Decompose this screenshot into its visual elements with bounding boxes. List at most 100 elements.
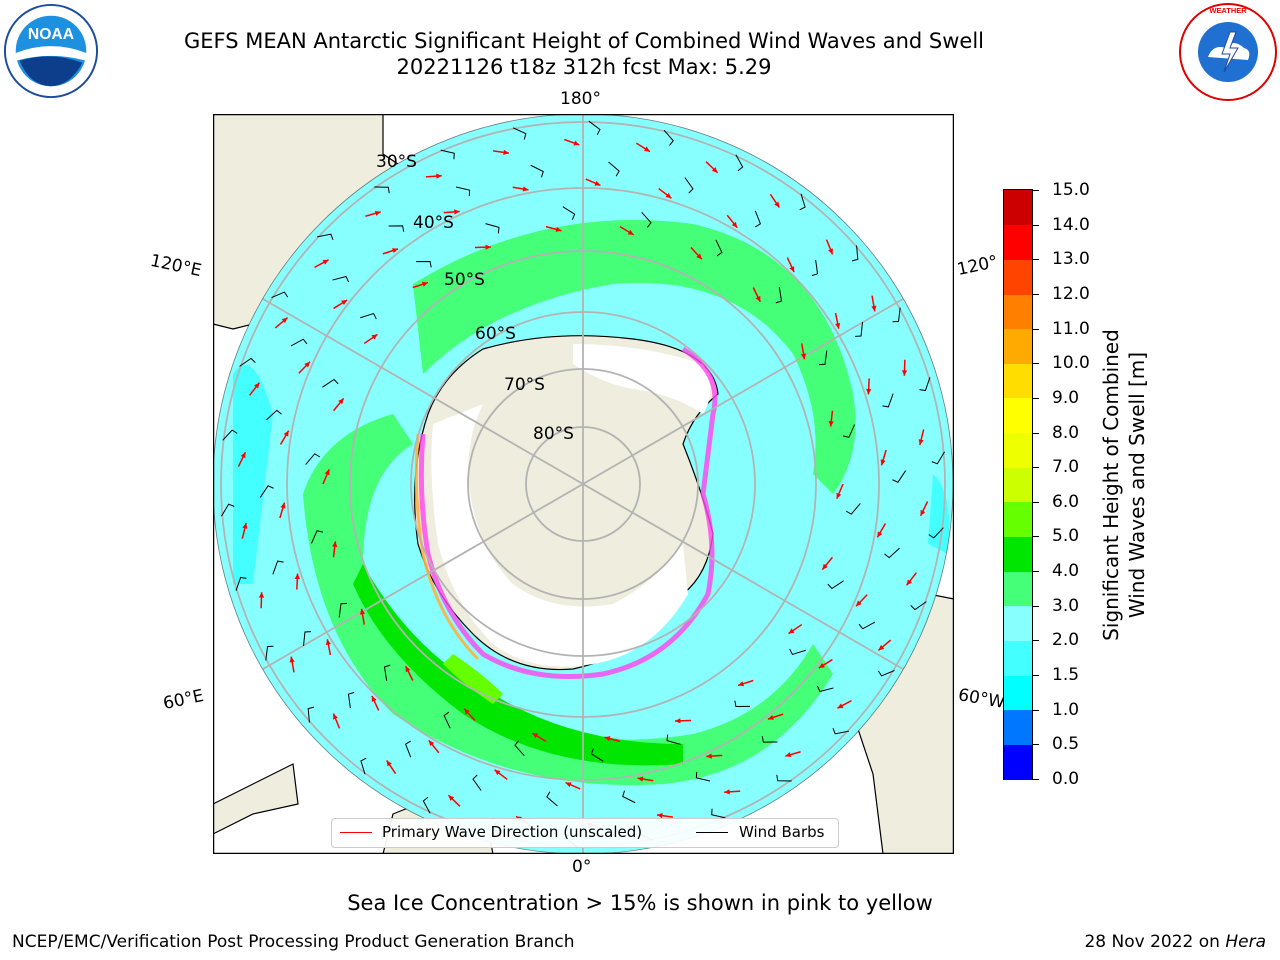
wave-arrow-head bbox=[304, 361, 310, 368]
lat-label-40s: 40°S bbox=[413, 213, 454, 233]
wave-arrow-head bbox=[322, 259, 329, 265]
wind-barb bbox=[711, 808, 726, 819]
wave-arrow-head bbox=[774, 201, 780, 208]
colorbar-segment bbox=[1004, 571, 1032, 607]
wind-barb bbox=[266, 409, 282, 421]
wave-arrow-head bbox=[789, 266, 795, 273]
wave-arrow-head bbox=[338, 398, 344, 405]
wind-barb bbox=[422, 796, 431, 814]
wind-barb bbox=[317, 233, 334, 240]
colorbar-tick bbox=[1033, 397, 1039, 399]
wave-arrow-head bbox=[724, 789, 730, 795]
colorbar-segment bbox=[1004, 293, 1032, 330]
wave-arrow-head bbox=[240, 452, 246, 459]
wave-arrow-head bbox=[856, 600, 862, 607]
wave-arrow-head bbox=[643, 146, 650, 152]
wave-arrow-head bbox=[822, 563, 828, 570]
legend-primary-label: Primary Wave Direction (unscaled) bbox=[382, 823, 643, 841]
wind-barb bbox=[265, 645, 274, 661]
colorbar bbox=[1003, 189, 1033, 780]
colorbar-segment bbox=[1004, 224, 1032, 260]
colorbar-tick-label: 3.0 bbox=[1052, 595, 1080, 616]
wind-barb bbox=[851, 245, 859, 262]
colorbar-tick-label: 10.0 bbox=[1052, 353, 1090, 374]
legend-barb-swatch bbox=[696, 832, 728, 833]
wind-barb bbox=[440, 149, 455, 160]
wind-barb bbox=[842, 424, 856, 438]
wind-barb bbox=[608, 161, 620, 177]
wave-arrow-head bbox=[436, 173, 442, 179]
colorbar-tick bbox=[1033, 328, 1039, 330]
wave-arrow-head bbox=[522, 186, 529, 192]
wave-arrow-head bbox=[878, 644, 885, 651]
wave-arrow-head bbox=[738, 681, 744, 687]
colorbar-tick bbox=[1033, 779, 1039, 780]
wave-arrow-head bbox=[901, 370, 908, 376]
wave-arrow-head bbox=[454, 209, 460, 215]
wave-arrow-head bbox=[785, 752, 792, 758]
colorbar-tick-label: 1.5 bbox=[1052, 665, 1080, 686]
wind-barb bbox=[789, 648, 806, 656]
wind-barb bbox=[818, 350, 828, 366]
swell-band-south bbox=[303, 414, 833, 786]
wave-arrow-head bbox=[818, 662, 825, 669]
colorbar-tick bbox=[1033, 432, 1039, 434]
wave-arrow-head bbox=[665, 192, 672, 199]
wave-arrow-head bbox=[788, 628, 795, 634]
lon-label-0: 0° bbox=[572, 857, 592, 877]
wave-arrow-head bbox=[871, 305, 877, 312]
wave-arrow-head bbox=[836, 492, 842, 499]
wind-barb bbox=[360, 312, 377, 320]
lon-label-60w: 60°W bbox=[956, 685, 1007, 713]
lat-label-70s: 70°S bbox=[504, 375, 545, 395]
wave-arrow-head bbox=[711, 167, 718, 173]
colorbar-tick-label: 8.0 bbox=[1052, 422, 1080, 443]
wave-arrow-head bbox=[405, 666, 411, 673]
colorbar-segment bbox=[1004, 259, 1032, 295]
wave-arrow-head bbox=[294, 573, 300, 580]
colorbar-tick bbox=[1033, 293, 1039, 295]
colorbar-tick-label: 6.0 bbox=[1052, 491, 1080, 512]
wave-arrow-head bbox=[448, 795, 455, 801]
legend: Primary Wave Direction (unscaled) Wind B… bbox=[331, 818, 839, 848]
wind-barb bbox=[338, 602, 348, 618]
colorbar-tick bbox=[1033, 467, 1039, 469]
colorbar-tick-label: 4.0 bbox=[1052, 561, 1080, 582]
wind-barb bbox=[622, 790, 636, 804]
wind-barb bbox=[734, 700, 750, 708]
colorbar-tick bbox=[1033, 640, 1039, 642]
wind-barb bbox=[892, 307, 901, 323]
wave-arrow-head bbox=[494, 769, 501, 776]
colorbar-tick bbox=[1033, 363, 1039, 365]
chart-title: GEFS MEAN Antarctic Significant Height o… bbox=[183, 29, 985, 53]
svg-text:NOAA: NOAA bbox=[28, 26, 74, 43]
wind-barb bbox=[360, 757, 367, 775]
colorbar-segment bbox=[1004, 467, 1032, 503]
wind-barb bbox=[546, 791, 558, 807]
wave-arrow-head bbox=[503, 149, 509, 155]
wave-arrow-head bbox=[386, 760, 392, 767]
wind-barb bbox=[307, 706, 315, 723]
wind-barb bbox=[222, 429, 238, 441]
colorbar-tick bbox=[1033, 259, 1039, 261]
wave-arrow-head bbox=[696, 253, 702, 260]
wave-arrow-head bbox=[371, 334, 378, 340]
colorbar-tick bbox=[1033, 536, 1039, 538]
wind-barb bbox=[322, 378, 339, 388]
chart-subtitle: 20221126 t18z 312h fcst Max: 5.29 bbox=[396, 55, 772, 79]
wind-barb bbox=[272, 560, 284, 575]
colorbar-tick-label: 2.0 bbox=[1052, 630, 1080, 651]
colorbar-segment bbox=[1004, 432, 1032, 468]
wind-barb bbox=[562, 206, 576, 220]
wave-arrow-head bbox=[604, 736, 611, 742]
wave-arrow-head bbox=[325, 639, 331, 646]
wave-arrow-head bbox=[835, 322, 841, 329]
date-stamp: 28 Nov 2022 on Hera bbox=[1084, 932, 1266, 952]
wind-barb bbox=[443, 711, 451, 729]
wind-barb bbox=[910, 601, 927, 611]
colorbar-tick bbox=[1033, 224, 1039, 226]
wind-barb bbox=[472, 774, 482, 791]
wave-arrow-head bbox=[254, 382, 260, 389]
wave-arrow-head bbox=[485, 244, 491, 250]
colorbar-segment bbox=[1004, 640, 1032, 676]
